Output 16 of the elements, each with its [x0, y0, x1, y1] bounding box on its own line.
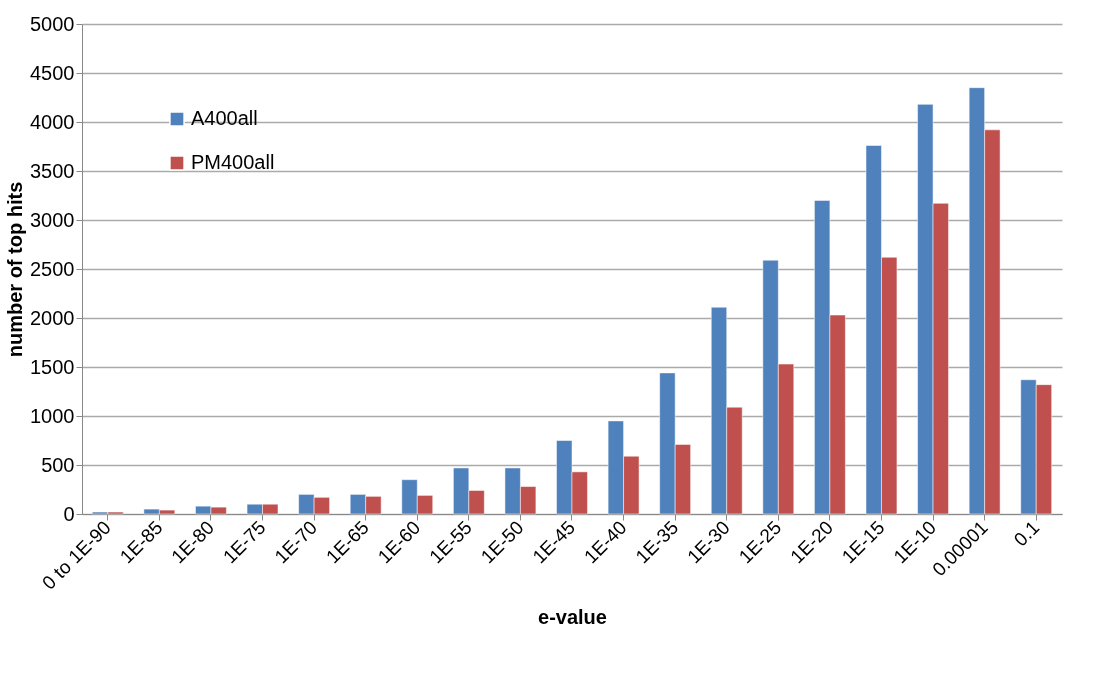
- y-tick-label: 2000: [30, 306, 75, 329]
- y-tick-label: 2500: [30, 257, 75, 280]
- x-axis-title: e-value: [538, 605, 607, 628]
- legend-label: PM400all: [191, 151, 275, 173]
- legend-label: A400all: [191, 107, 258, 129]
- y-tick-label: 4000: [30, 110, 75, 133]
- y-tick-label: 5000: [30, 12, 75, 35]
- y-tick-label: 3000: [30, 208, 75, 231]
- y-axis-title: number of top hits: [4, 181, 27, 358]
- x-tick-label: 0.1: [1009, 516, 1044, 551]
- y-tick-label: 0: [63, 502, 75, 525]
- y-tick-label: 3500: [30, 159, 75, 182]
- y-tick-label: 1500: [30, 355, 75, 378]
- y-tick-label: 1000: [30, 404, 75, 427]
- y-tick-label: 500: [41, 453, 75, 476]
- y-tick-label: 4500: [30, 61, 75, 84]
